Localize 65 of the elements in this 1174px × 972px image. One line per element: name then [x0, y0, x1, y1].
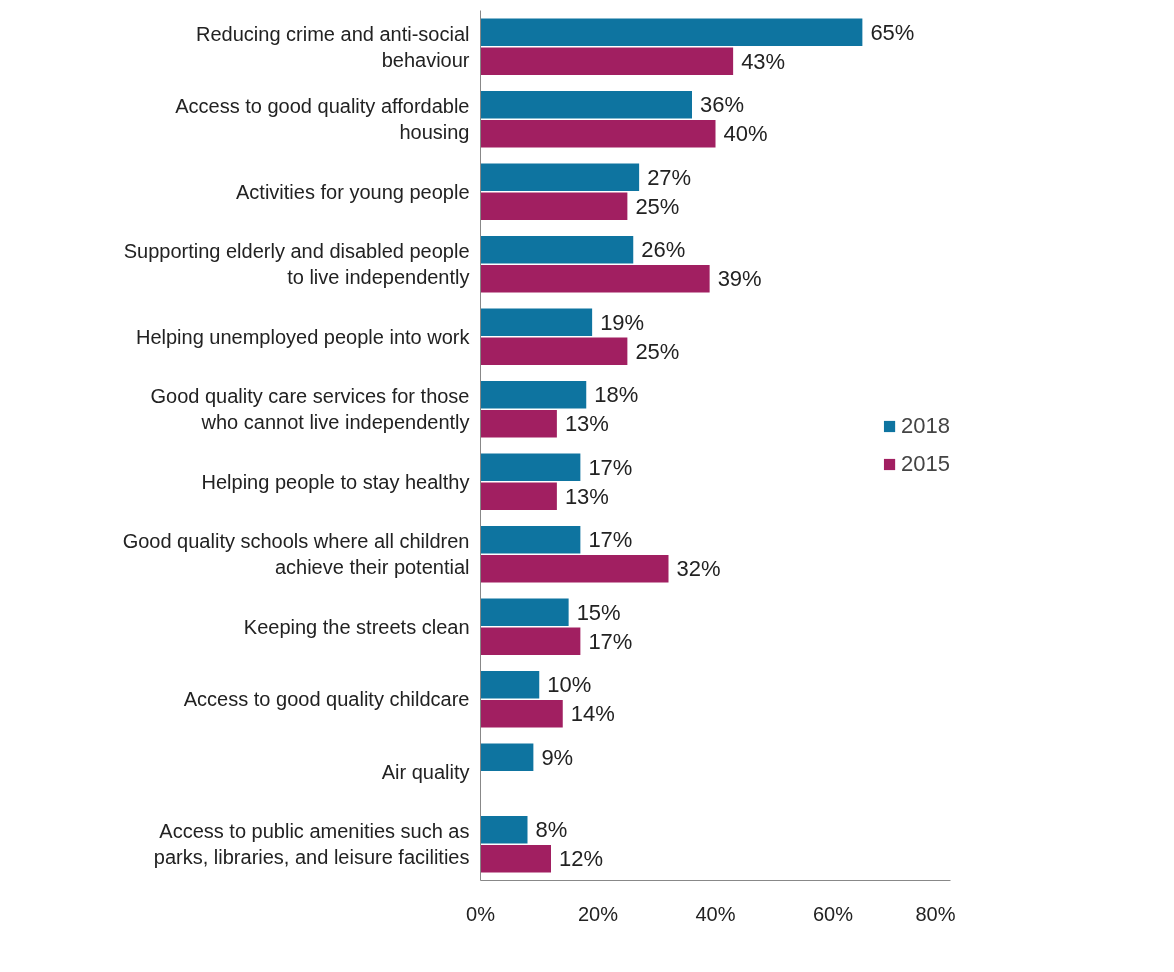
bar [480, 337, 628, 366]
bar [480, 627, 581, 656]
data-label: 9% [541, 744, 574, 770]
bar [480, 598, 569, 627]
x-tick-label: 0% [466, 902, 496, 925]
bar [480, 409, 557, 438]
bar [480, 119, 716, 148]
legend-label: 2018 [901, 413, 950, 439]
data-label: 14% [570, 701, 615, 727]
bar [480, 264, 710, 293]
y-tick-label: Reducing crime and anti-social behaviour [196, 22, 470, 71]
data-label: 65% [870, 19, 915, 45]
y-tick-label: Good quality care services for those who cannot live independently [150, 385, 470, 434]
data-label: 40% [723, 121, 768, 147]
data-label: 8% [535, 817, 568, 843]
y-tick-label: Access to good quality childcare [183, 688, 470, 711]
data-label: 17% [588, 527, 633, 553]
bar [480, 844, 551, 873]
y-tick-label: Keeping the streets clean [243, 615, 470, 638]
data-label: 32% [676, 556, 721, 582]
x-tick-label: 40% [695, 902, 736, 925]
data-label: 15% [576, 599, 621, 625]
bar [480, 192, 628, 221]
bar [480, 90, 692, 119]
data-label: 25% [635, 338, 680, 364]
y-tick-label: Helping people to stay healthy [201, 470, 470, 493]
data-label: 43% [741, 48, 786, 74]
x-tick-label: 60% [812, 902, 854, 925]
data-label: 17% [588, 454, 633, 480]
data-label: 19% [600, 309, 645, 335]
bar [480, 670, 540, 699]
data-label: 27% [647, 164, 692, 190]
data-label: 39% [717, 266, 762, 292]
data-label: 12% [559, 846, 604, 872]
data-label: 17% [588, 628, 633, 654]
bar [480, 482, 557, 511]
y-tick-label: Supporting elderly and disabled people to live independently [123, 240, 470, 289]
bar [480, 380, 587, 409]
bar [480, 163, 640, 192]
y-tick-label: Helping unemployed people into work [135, 325, 471, 348]
data-label: 25% [635, 193, 680, 219]
data-label: 36% [700, 92, 745, 118]
bar [480, 308, 593, 337]
bar [480, 699, 563, 728]
data-label: 18% [594, 382, 639, 408]
y-tick-label: Activities for young people [236, 180, 470, 203]
bar [480, 525, 581, 554]
data-label: 10% [547, 672, 592, 698]
bar [480, 47, 734, 76]
bar [480, 18, 863, 47]
y-tick-label: Access to good quality affordable housing [175, 95, 470, 144]
bar [480, 815, 528, 844]
y-tick-label: Access to public amenities such as parks, libraries, and leisure facilities [153, 820, 470, 869]
x-tick-label: 80% [915, 902, 956, 925]
bar [480, 235, 634, 264]
data-label: 13% [564, 411, 609, 437]
legend-label: 2015 [901, 451, 950, 477]
data-label: 26% [641, 237, 686, 263]
x-tick-label: 20% [577, 902, 619, 925]
bar [480, 554, 669, 583]
y-tick-label: Air quality [381, 760, 470, 783]
bar [480, 453, 581, 482]
y-tick-label: Good quality schools where all children achieve their potential [122, 530, 470, 579]
data-label: 13% [564, 483, 609, 509]
bar [480, 743, 534, 772]
